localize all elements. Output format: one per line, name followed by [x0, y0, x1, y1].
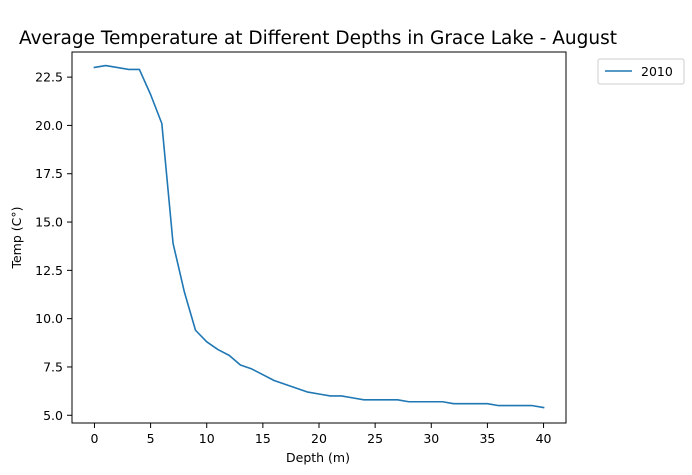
x-tick-label: 35 [479, 431, 495, 446]
legend: 2010 [597, 58, 685, 85]
y-tick-label: 17.5 [35, 166, 63, 181]
y-tick-label: 10.0 [35, 311, 63, 326]
x-tick-label: 30 [423, 431, 439, 446]
x-tick-label: 25 [367, 431, 383, 446]
x-tick-label: 10 [199, 431, 215, 446]
x-tick-label: 20 [311, 431, 327, 446]
x-tick-label: 0 [90, 431, 98, 446]
axes-frame [71, 51, 567, 424]
plot-area: 0 5 10 15 20 25 30 35 40 5.0 7.5 10.0 12.5 15.0 17.5 2… [35, 51, 567, 446]
series-line-2010 [93, 64, 545, 409]
x-axis-ticks: 0 5 10 15 20 25 30 35 40 [90, 423, 552, 446]
x-tick-label: 40 [536, 431, 552, 446]
y-tick-label: 20.0 [35, 118, 63, 133]
y-tick-label: 22.5 [35, 70, 63, 85]
y-tick-label: 5.0 [43, 408, 63, 423]
legend-label-2010: 2010 [641, 64, 673, 79]
y-tick-label: 12.5 [35, 263, 63, 278]
y-axis-ticks: 5.0 7.5 10.0 12.5 15.0 17.5 20.0 22.5 [35, 70, 72, 423]
x-tick-label: 15 [255, 431, 271, 446]
chart-title: Average Temperature at Different Depths … [19, 28, 617, 49]
x-tick-label: 5 [147, 431, 155, 446]
y-tick-label: 7.5 [43, 359, 63, 374]
legend-box [597, 58, 685, 85]
y-tick-label: 15.0 [35, 215, 63, 230]
x-axis-label: Depth (m) [286, 450, 350, 465]
y-axis-label: Temp (C°) [9, 206, 24, 269]
